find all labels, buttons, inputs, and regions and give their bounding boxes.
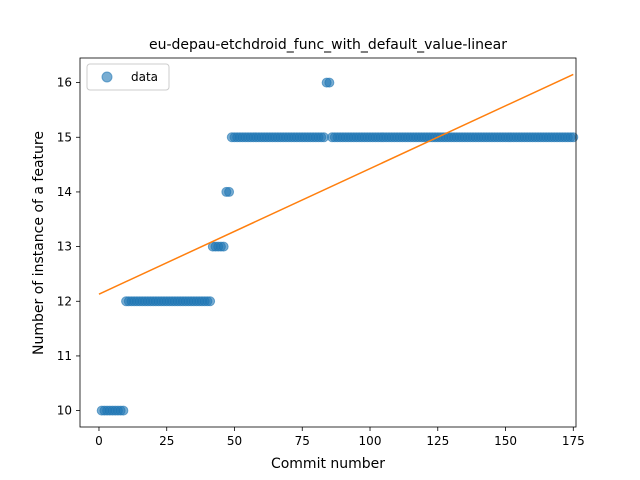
data-point (205, 296, 216, 307)
y-axis-label: Number of instance of a feature (31, 131, 47, 355)
x-tick-label: 175 (562, 434, 585, 448)
y-tick-label: 14 (57, 185, 72, 199)
legend-box (86, 63, 170, 91)
legend-label: data (131, 70, 158, 84)
plot-area (96, 73, 579, 416)
x-tick-label: 50 (227, 434, 242, 448)
axes-frame (79, 57, 577, 428)
x-tick-label: 0 (95, 434, 103, 448)
data-point (218, 241, 229, 252)
data-point (118, 405, 129, 416)
axes: 0 25 50 75 100 125 150 175 10 11 12 13 14 15 16 (57, 57, 585, 448)
x-tick-label: 25 (159, 434, 174, 448)
legend: data (86, 63, 170, 91)
chart-title: eu-depau-etchdroid_func_with_default_val… (149, 37, 507, 53)
legend-marker (101, 71, 113, 83)
fit-line (98, 73, 574, 295)
y-tick-label: 12 (57, 294, 72, 308)
y-tick-label: 13 (57, 240, 72, 254)
data-point (224, 186, 235, 197)
x-axis-label: Commit number (271, 456, 385, 472)
x-tick-label: 150 (494, 434, 517, 448)
x-tick-label: 100 (359, 434, 382, 448)
y-tick-label: 10 (57, 404, 72, 418)
y-tick-label: 16 (57, 76, 72, 90)
y-tick-label: 15 (57, 130, 72, 144)
x-tick-label: 125 (426, 434, 449, 448)
data-point (324, 77, 335, 88)
data-point (568, 132, 579, 143)
y-tick-label: 11 (57, 349, 72, 363)
x-tick-label: 75 (295, 434, 310, 448)
